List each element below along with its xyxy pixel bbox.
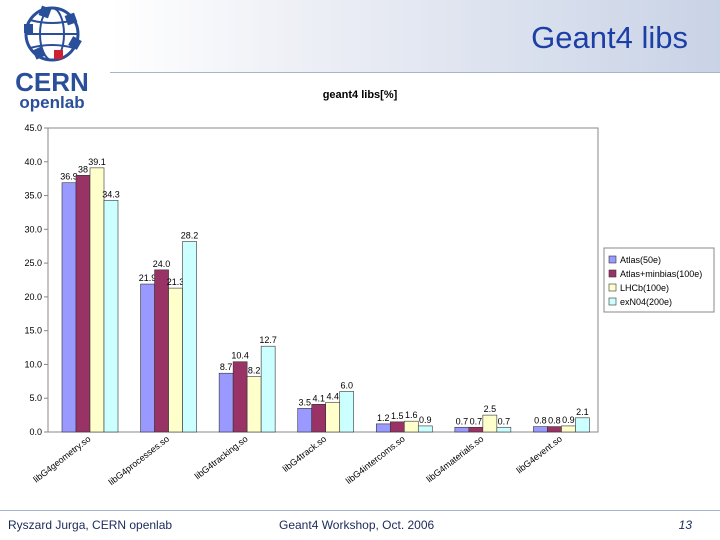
x-category-label: libG4intercoms.so <box>344 434 407 486</box>
header-divider <box>110 72 720 73</box>
globe-icon <box>24 5 82 62</box>
bar-3-0 <box>297 408 313 433</box>
bar-value-label: 3.5 <box>298 397 311 407</box>
y-tick-label: 15.0 <box>24 326 42 336</box>
bar-value-label: 2.5 <box>484 404 497 414</box>
legend-entry: Atlas(50e) <box>620 255 661 265</box>
bar-4-2 <box>403 420 419 433</box>
y-tick-label: 40.0 <box>24 157 42 167</box>
bar-value-label: 0.7 <box>498 416 511 426</box>
page-number: 13 <box>678 518 692 532</box>
bar-value-label: 4.4 <box>326 391 339 401</box>
bar-value-label: 1.5 <box>391 411 404 421</box>
bar-value-label: 1.6 <box>405 410 418 420</box>
legend-box <box>603 247 715 313</box>
bar-5-0 <box>454 426 470 433</box>
y-tick-label: 30.0 <box>24 224 42 234</box>
bar-value-label: 0.9 <box>562 415 575 425</box>
bar-6-3 <box>575 417 590 433</box>
bar-6-2 <box>561 425 576 433</box>
footer-event: Geant4 Workshop, Oct. 2006 <box>279 518 435 532</box>
bar-1-1 <box>154 269 169 433</box>
bar-value-label: 38 <box>78 164 88 174</box>
bar-value-label: 21.3 <box>167 277 185 287</box>
bar-6-0 <box>533 426 548 433</box>
bar-value-label: 8.7 <box>220 362 233 372</box>
legend-swatch <box>608 283 617 292</box>
bar-value-label: 28.2 <box>181 230 199 240</box>
bar-value-label: 39.1 <box>88 157 106 167</box>
bar-1-0 <box>140 283 155 433</box>
legend-swatch <box>608 255 617 264</box>
bar-value-label: 34.3 <box>102 189 120 199</box>
bar-0-2 <box>89 167 105 433</box>
bar-value-label: 24.0 <box>153 259 171 269</box>
bar-2-2 <box>246 376 262 433</box>
bar-3-2 <box>325 401 341 433</box>
x-category-label: libG4track.so <box>281 434 329 474</box>
bar-2-0 <box>218 372 234 433</box>
bar-value-label: 0.7 <box>470 416 483 426</box>
bar-value-label: 36.9 <box>60 172 78 182</box>
bar-value-label: 4.1 <box>312 393 325 403</box>
title-bar <box>110 0 720 72</box>
y-tick-label: 0.0 <box>29 427 42 437</box>
bar-value-label: 10.4 <box>231 351 249 361</box>
bar-value-label: 0.8 <box>534 416 547 426</box>
x-category-label: libG4tracking.so <box>193 434 250 482</box>
y-tick-label: 10.0 <box>24 359 42 369</box>
legend-swatch <box>608 269 617 278</box>
x-category-label: libG4event.so <box>514 434 564 476</box>
legend-entry: exN04(200e) <box>620 297 672 307</box>
bar-0-0 <box>61 182 77 433</box>
bar-3-1 <box>311 404 327 433</box>
chart-title: geant4 libs[%] <box>323 89 398 101</box>
bar-4-1 <box>389 421 405 433</box>
legend-entry: Atlas+minbias(100e) <box>620 269 702 279</box>
bar-0-1 <box>75 174 91 433</box>
y-tick-label: 35.0 <box>24 191 42 201</box>
y-tick-label: 20.0 <box>24 292 42 302</box>
bar-1-3 <box>182 241 197 433</box>
x-category-label: libG4geometry.so <box>31 434 92 485</box>
bar-value-label: 21.9 <box>139 273 157 283</box>
footer-author: Ryszard Jurga, CERN openlab <box>8 518 173 532</box>
logo-text-openlab: openlab <box>19 93 84 112</box>
bar-value-label: 1.2 <box>377 413 390 423</box>
x-category-label: libG4processes.so <box>107 434 172 487</box>
footer-divider <box>0 510 720 511</box>
bar-5-1 <box>468 426 484 433</box>
bar-value-label: 0.9 <box>419 415 432 425</box>
cern-openlab-logo: CERN openlab <box>15 5 89 112</box>
x-category-label: libG4materials.so <box>424 434 485 485</box>
bar-5-3 <box>496 426 512 433</box>
bar-value-label: 8.2 <box>248 366 261 376</box>
bar-2-3 <box>260 345 276 433</box>
bar-value-label: 6.0 <box>340 380 353 390</box>
slide-title: Geant4 libs <box>531 20 688 55</box>
logo-text-cern: CERN <box>15 67 89 97</box>
bar-value-label: 2.1 <box>576 407 589 417</box>
bar-5-2 <box>482 414 498 433</box>
bar-6-1 <box>547 426 562 433</box>
bar-chart: geant4 libs[%] 0.0 5.0 10.0 15.0 20.0 25.0 30.… <box>24 89 715 487</box>
y-tick-label: 45.0 <box>24 123 42 133</box>
y-tick-label: 25.0 <box>24 258 42 268</box>
bar-0-3 <box>103 199 119 433</box>
bar-4-3 <box>417 425 433 433</box>
bar-4-0 <box>375 423 391 433</box>
bar-value-label: 12.7 <box>259 335 277 345</box>
bar-3-3 <box>339 391 355 433</box>
bar-value-label: 0.8 <box>548 416 561 426</box>
bar-1-2 <box>168 287 183 433</box>
plot-area <box>47 127 599 433</box>
legend-entry: LHCb(100e) <box>620 283 669 293</box>
y-tick-label: 5.0 <box>29 393 42 403</box>
bar-2-1 <box>232 361 248 433</box>
bar-value-label: 0.7 <box>456 416 469 426</box>
legend-swatch <box>608 297 617 306</box>
